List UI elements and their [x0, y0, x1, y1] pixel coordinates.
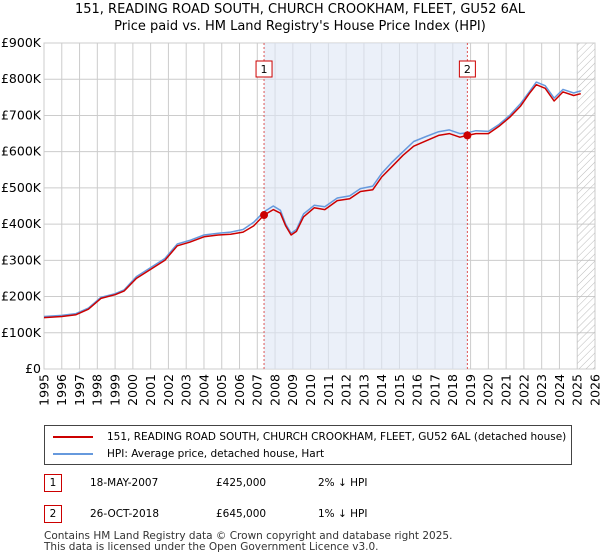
x-tick-label: 2024	[552, 374, 567, 406]
property-price-line	[43, 83, 581, 319]
y-tick-label: £100K	[1, 325, 42, 340]
x-tick-label: 2007	[250, 374, 265, 406]
x-tick-label: 2020	[481, 374, 496, 406]
ownership-period	[264, 43, 468, 369]
sale-point	[260, 211, 269, 220]
x-tick-label: 2016	[410, 374, 425, 406]
y-tick-label: £600K	[1, 144, 42, 159]
y-tick-label: £700K	[1, 107, 42, 122]
legend-swatch-property	[53, 436, 93, 438]
forecast-region	[577, 43, 595, 369]
chart-title: 151, READING ROAD SOUTH, CHURCH CROOKHAM…	[74, 2, 526, 17]
x-tick-label: 2002	[161, 374, 176, 406]
x-tick-label: 2003	[179, 374, 194, 406]
x-tick-label: 2025	[570, 374, 585, 406]
x-tick-label: 2011	[321, 374, 336, 406]
hpi-line	[43, 81, 582, 318]
chart-subtitle: Price paid vs. HM Land Registry's House …	[114, 19, 486, 34]
sale-date: 18-MAY-2007	[90, 477, 159, 489]
x-tick-label: 2022	[516, 374, 531, 406]
x-tick-label: 1999	[107, 374, 122, 406]
x-tick-label: 1995	[36, 374, 51, 406]
sale-price: £645,000	[216, 508, 267, 520]
sale-badge: 1	[44, 474, 62, 492]
sale-price: £425,000	[216, 477, 267, 489]
legend-label-hpi: HPI: Average price, detached house, Hart	[107, 448, 325, 460]
sale-hpi-diff: 1% ↓ HPI	[318, 508, 368, 520]
footer-licence: This data is licensed under the Open Gov…	[44, 541, 379, 553]
sale-chart-badge-label: 2	[464, 63, 471, 76]
y-tick-label: £200K	[1, 289, 42, 304]
sale-chart-badge	[458, 60, 476, 78]
x-tick-label: 2009	[285, 374, 300, 406]
x-tick-label: 1998	[90, 374, 105, 406]
sale-chart-badge-label: 1	[261, 63, 268, 76]
x-tick-label: 1996	[54, 374, 69, 406]
x-tick-label: 1997	[72, 374, 87, 406]
x-tick-label: 2017	[427, 374, 442, 406]
price-chart: 1 2 £0 £100K £200K £300K £400K £500K £600K £700K…	[1, 35, 600, 406]
sale-chart-badge	[255, 60, 273, 78]
sale-badge: 2	[44, 505, 62, 523]
sale-hpi-diff: 2% ↓ HPI	[318, 477, 368, 489]
y-tick-label: £300K	[1, 252, 42, 267]
y-tick-label: £400K	[1, 216, 42, 231]
x-tick-label: 2018	[445, 374, 460, 406]
x-tick-label: 2013	[356, 374, 371, 406]
x-tick-label: 2019	[463, 374, 478, 406]
x-tick-label: 2005	[214, 374, 229, 406]
x-tick-label: 2001	[143, 374, 158, 406]
x-tick-label: 2000	[125, 374, 140, 406]
y-tick-label: £0	[25, 361, 41, 376]
x-tick-label: 2004	[196, 374, 211, 406]
legend-item-hpi: HPI: Average price, detached house, Hart	[53, 446, 324, 462]
x-tick-label: 2008	[267, 374, 282, 406]
x-tick-label: 2014	[374, 374, 389, 406]
x-tick-label: 2010	[303, 374, 318, 406]
y-tick-label: £800K	[1, 71, 42, 86]
legend-item-property: 151, READING ROAD SOUTH, CHURCH CROOKHAM…	[53, 429, 566, 445]
footer-copyright: Contains HM Land Registry data © Crown c…	[44, 530, 453, 542]
x-tick-label: 2006	[232, 374, 247, 406]
y-tick-label: £500K	[1, 180, 42, 195]
x-tick-label: 2026	[587, 374, 600, 406]
legend-swatch-hpi	[53, 453, 93, 455]
x-tick-label: 2021	[499, 374, 514, 406]
sale-point	[463, 131, 472, 140]
chart-legend: 151, READING ROAD SOUTH, CHURCH CROOKHAM…	[44, 425, 572, 465]
sale-date: 26-OCT-2018	[90, 508, 159, 520]
legend-label-property: 151, READING ROAD SOUTH, CHURCH CROOKHAM…	[107, 431, 567, 443]
y-tick-label: £900K	[1, 35, 42, 50]
x-tick-label: 2023	[534, 374, 549, 406]
x-tick-label: 2012	[339, 374, 354, 406]
x-tick-label: 2015	[392, 374, 407, 406]
